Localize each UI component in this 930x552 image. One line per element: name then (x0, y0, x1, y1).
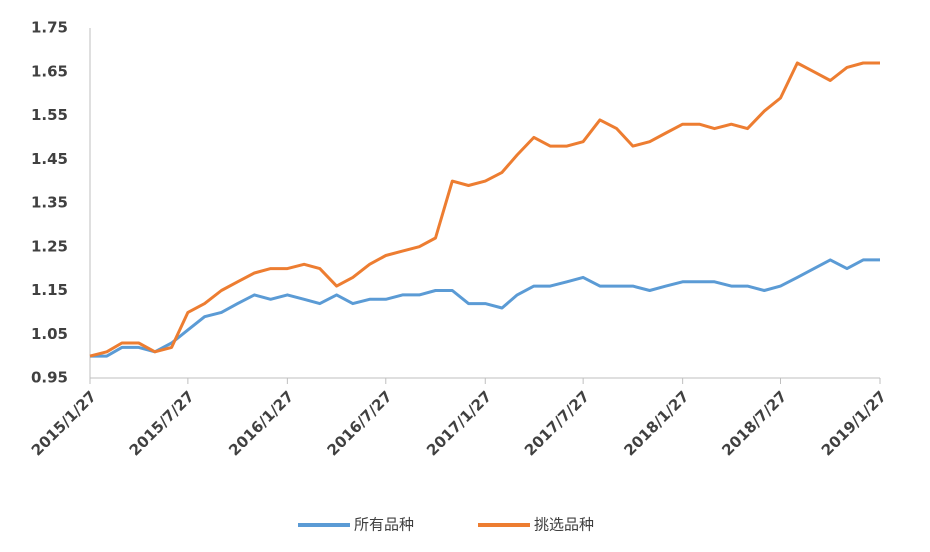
x-tick-label: 2017/1/27 (423, 387, 495, 459)
y-tick-label: 1.05 (31, 325, 68, 343)
legend-item: 所有品种 (298, 516, 414, 534)
y-tick-label: 1.65 (31, 62, 68, 80)
x-tick-label: 2019/1/27 (818, 387, 890, 459)
y-tick-label: 1.45 (31, 150, 68, 168)
legend-label: 挑选品种 (534, 516, 594, 534)
x-tick-label: 2016/7/27 (324, 387, 396, 459)
y-tick-label: 1.35 (31, 194, 68, 212)
series-line (89, 61, 880, 358)
x-tick-label: 2018/1/27 (620, 387, 692, 459)
legend-item: 挑选品种 (478, 516, 594, 534)
series-line (90, 258, 880, 358)
y-tick-label: 1.55 (31, 106, 68, 124)
x-tick-label: 2018/7/27 (718, 387, 790, 459)
x-tick-label: 2015/1/27 (28, 387, 100, 459)
legend-label: 所有品种 (354, 516, 414, 534)
y-tick-label: 1.25 (31, 237, 68, 255)
x-tick-label: 2016/1/27 (225, 387, 297, 459)
y-tick-label: 1.15 (31, 281, 68, 299)
y-tick-label: 1.75 (31, 19, 68, 37)
x-tick-label: 2017/7/27 (521, 387, 593, 459)
x-tick-label: 2015/7/27 (126, 387, 198, 459)
y-tick-label: 0.95 (31, 369, 68, 387)
